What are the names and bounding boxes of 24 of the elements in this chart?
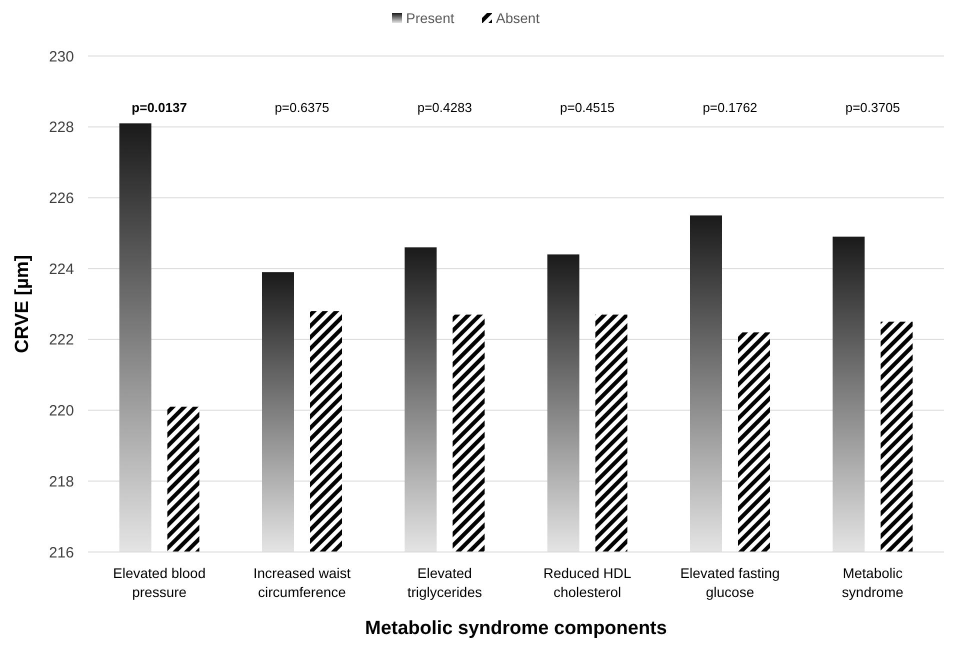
annotation: p=0.4283 [417, 100, 472, 115]
x-axis-title: Metabolic syndrome components [365, 618, 667, 639]
y-tick-label: 224 [48, 260, 74, 278]
y-tick-label: 230 [48, 48, 74, 66]
annotation: p=0.3705 [845, 100, 900, 115]
y-axis-title: CRVE [µm] [12, 254, 33, 354]
y-tick-label: 226 [48, 190, 74, 207]
y-tick-label: 228 [48, 119, 74, 136]
y-tick-label: 222 [48, 332, 74, 349]
y-tick-label: 218 [48, 473, 74, 490]
legend-label: Present [406, 10, 454, 26]
x-tick-label: Increased waist circumference [253, 565, 351, 600]
x-tick-label: Elevated blood pressure [113, 565, 206, 600]
x-tick-label: Elevated triglycerides [407, 565, 482, 600]
y-tick-label: 220 [48, 402, 74, 420]
x-tick-label: Reduced HDL cholesterol [543, 565, 632, 600]
annotation: p=0.1762 [702, 100, 758, 115]
annotation: p=0.6375 [274, 100, 330, 115]
annotation: p=0.0137 [132, 100, 187, 115]
y-tick-label: 216 [48, 544, 74, 562]
x-tick-label: Elevated fasting glucose [680, 565, 780, 600]
legend-label: Absent [496, 10, 540, 26]
annotation: p=0.4515 [560, 100, 615, 115]
x-tick-label: Metabolic syndrome [842, 565, 904, 600]
